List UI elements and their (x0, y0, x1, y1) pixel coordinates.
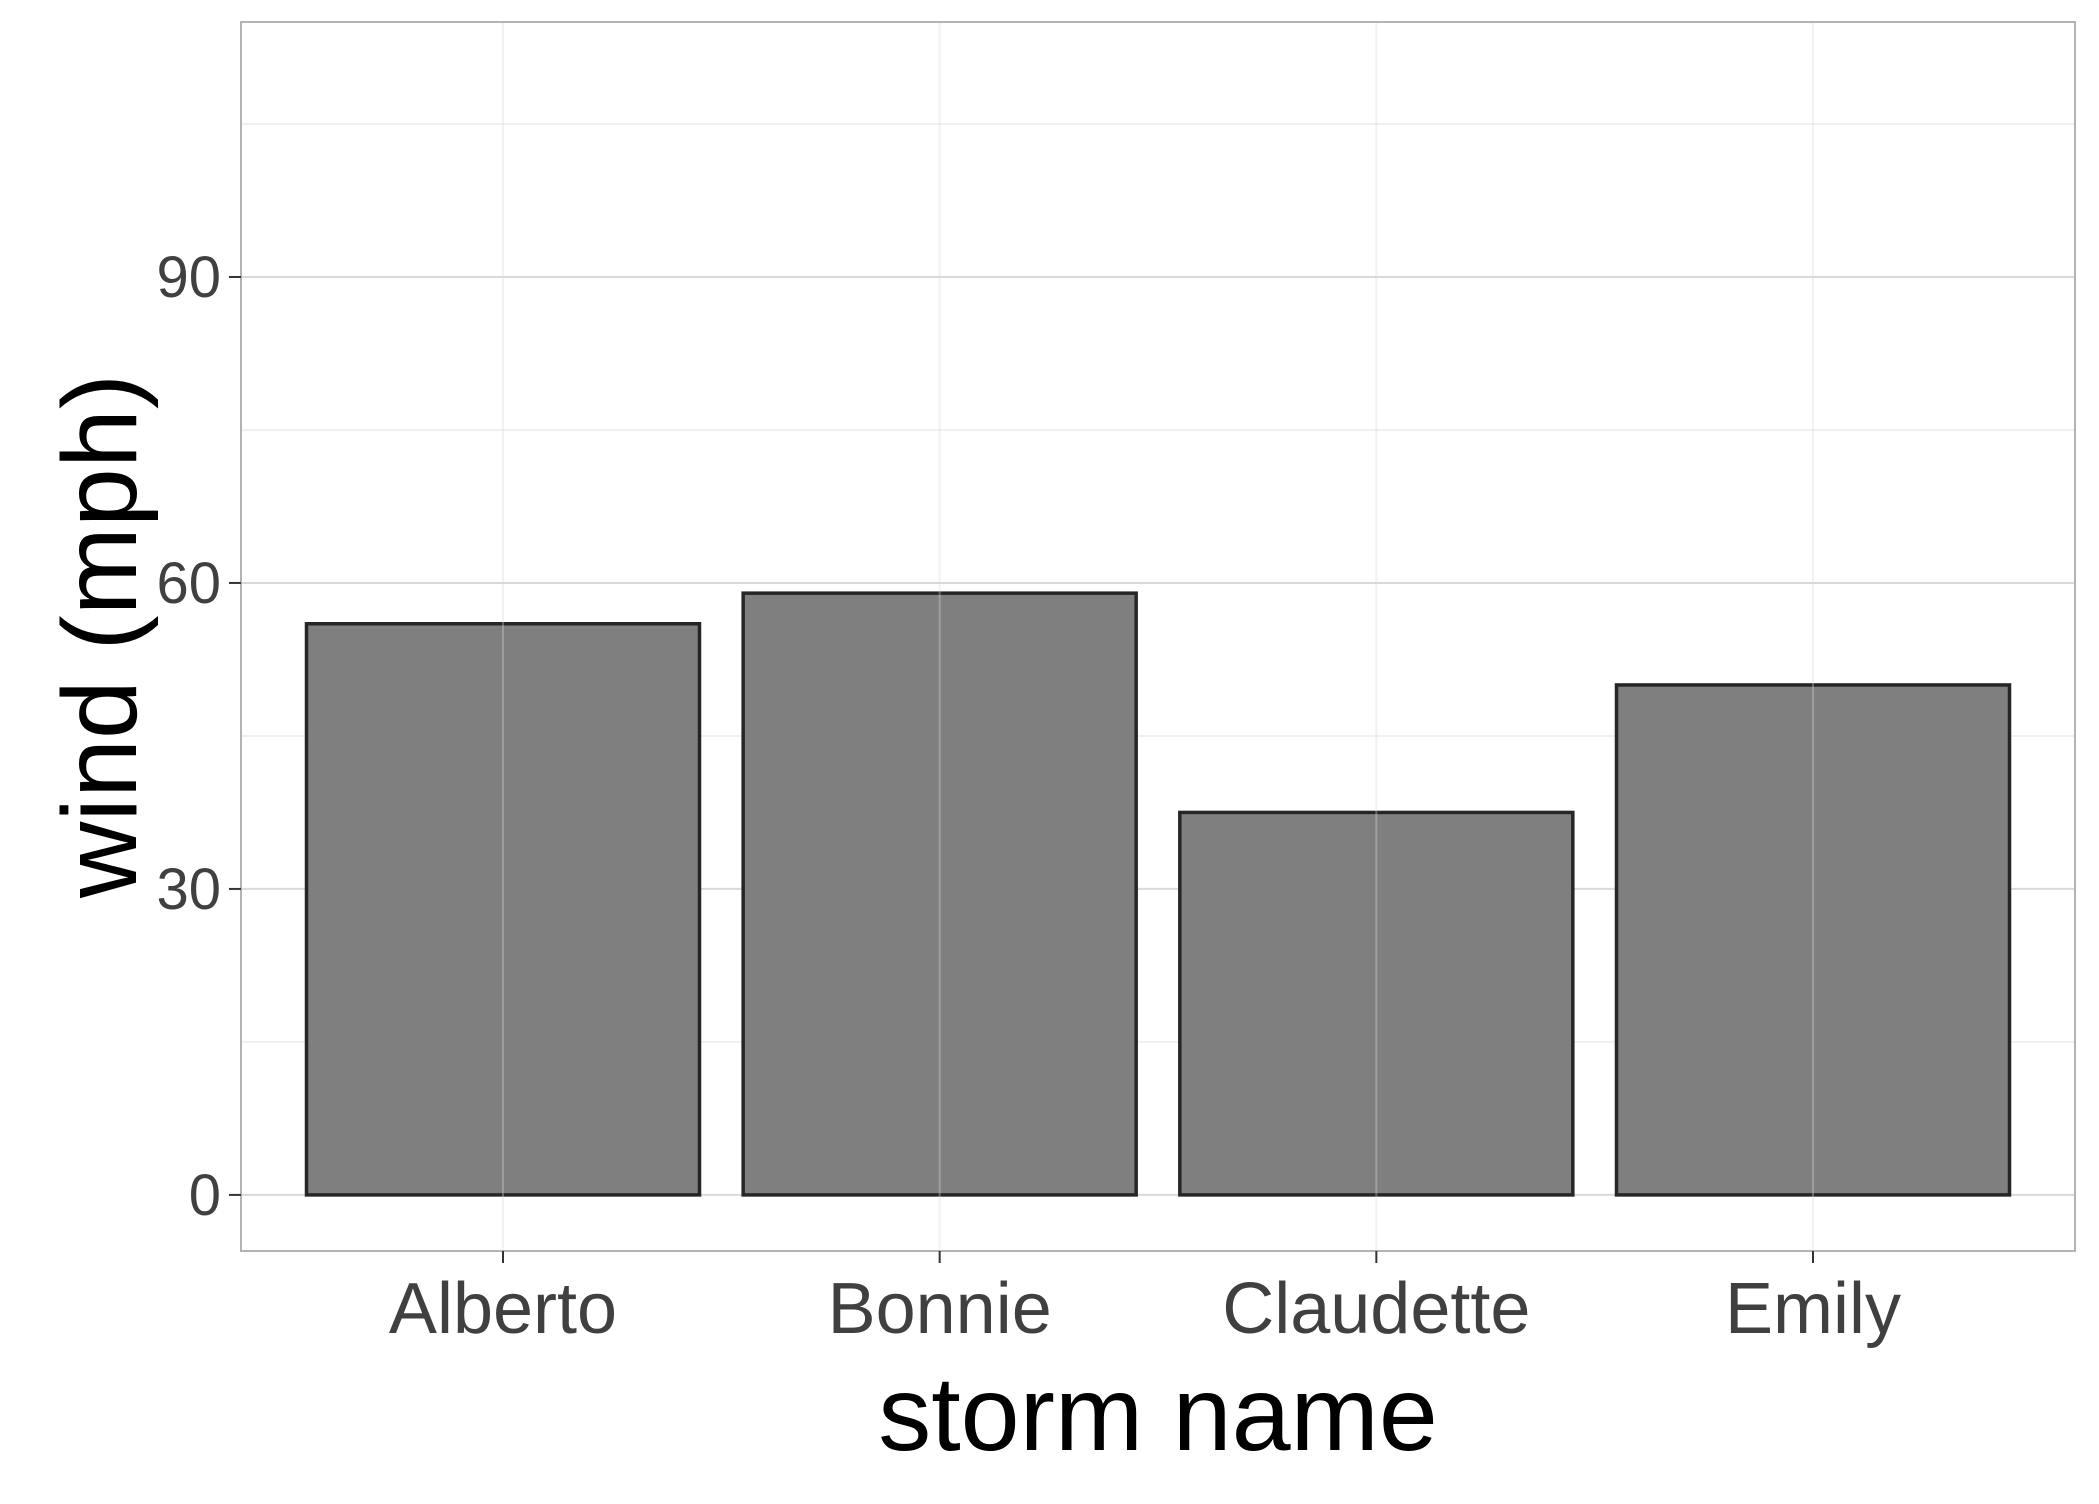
bar-bonnie (741, 591, 1138, 1197)
bars (304, 591, 2012, 1197)
x-tick-label: Alberto (389, 1269, 617, 1349)
bar-claudette (1178, 810, 1575, 1197)
axis-ticks (229, 275, 1814, 1263)
y-tick-label: 60 (156, 551, 221, 616)
x-tick-label: Claudette (1222, 1269, 1530, 1349)
y-tick-label: 30 (156, 857, 221, 922)
vertical-grid-lines (502, 22, 1814, 1251)
panel-border (240, 21, 2076, 1252)
tick-labels: 0 30 60 90 Alberto Bonnie Claudette Emily (156, 245, 1901, 1349)
x-tick-label: Emily (1725, 1269, 1901, 1349)
x-axis-title: storm name (878, 1355, 1438, 1473)
x-tick-label: Bonnie (828, 1269, 1052, 1349)
y-tick-label: 0 (189, 1163, 221, 1228)
bar-emily (1614, 683, 2012, 1197)
y-tick-label: 90 (156, 245, 221, 310)
y-axis-title: wind (mph) (41, 374, 159, 899)
bar-alberto (304, 622, 702, 1197)
